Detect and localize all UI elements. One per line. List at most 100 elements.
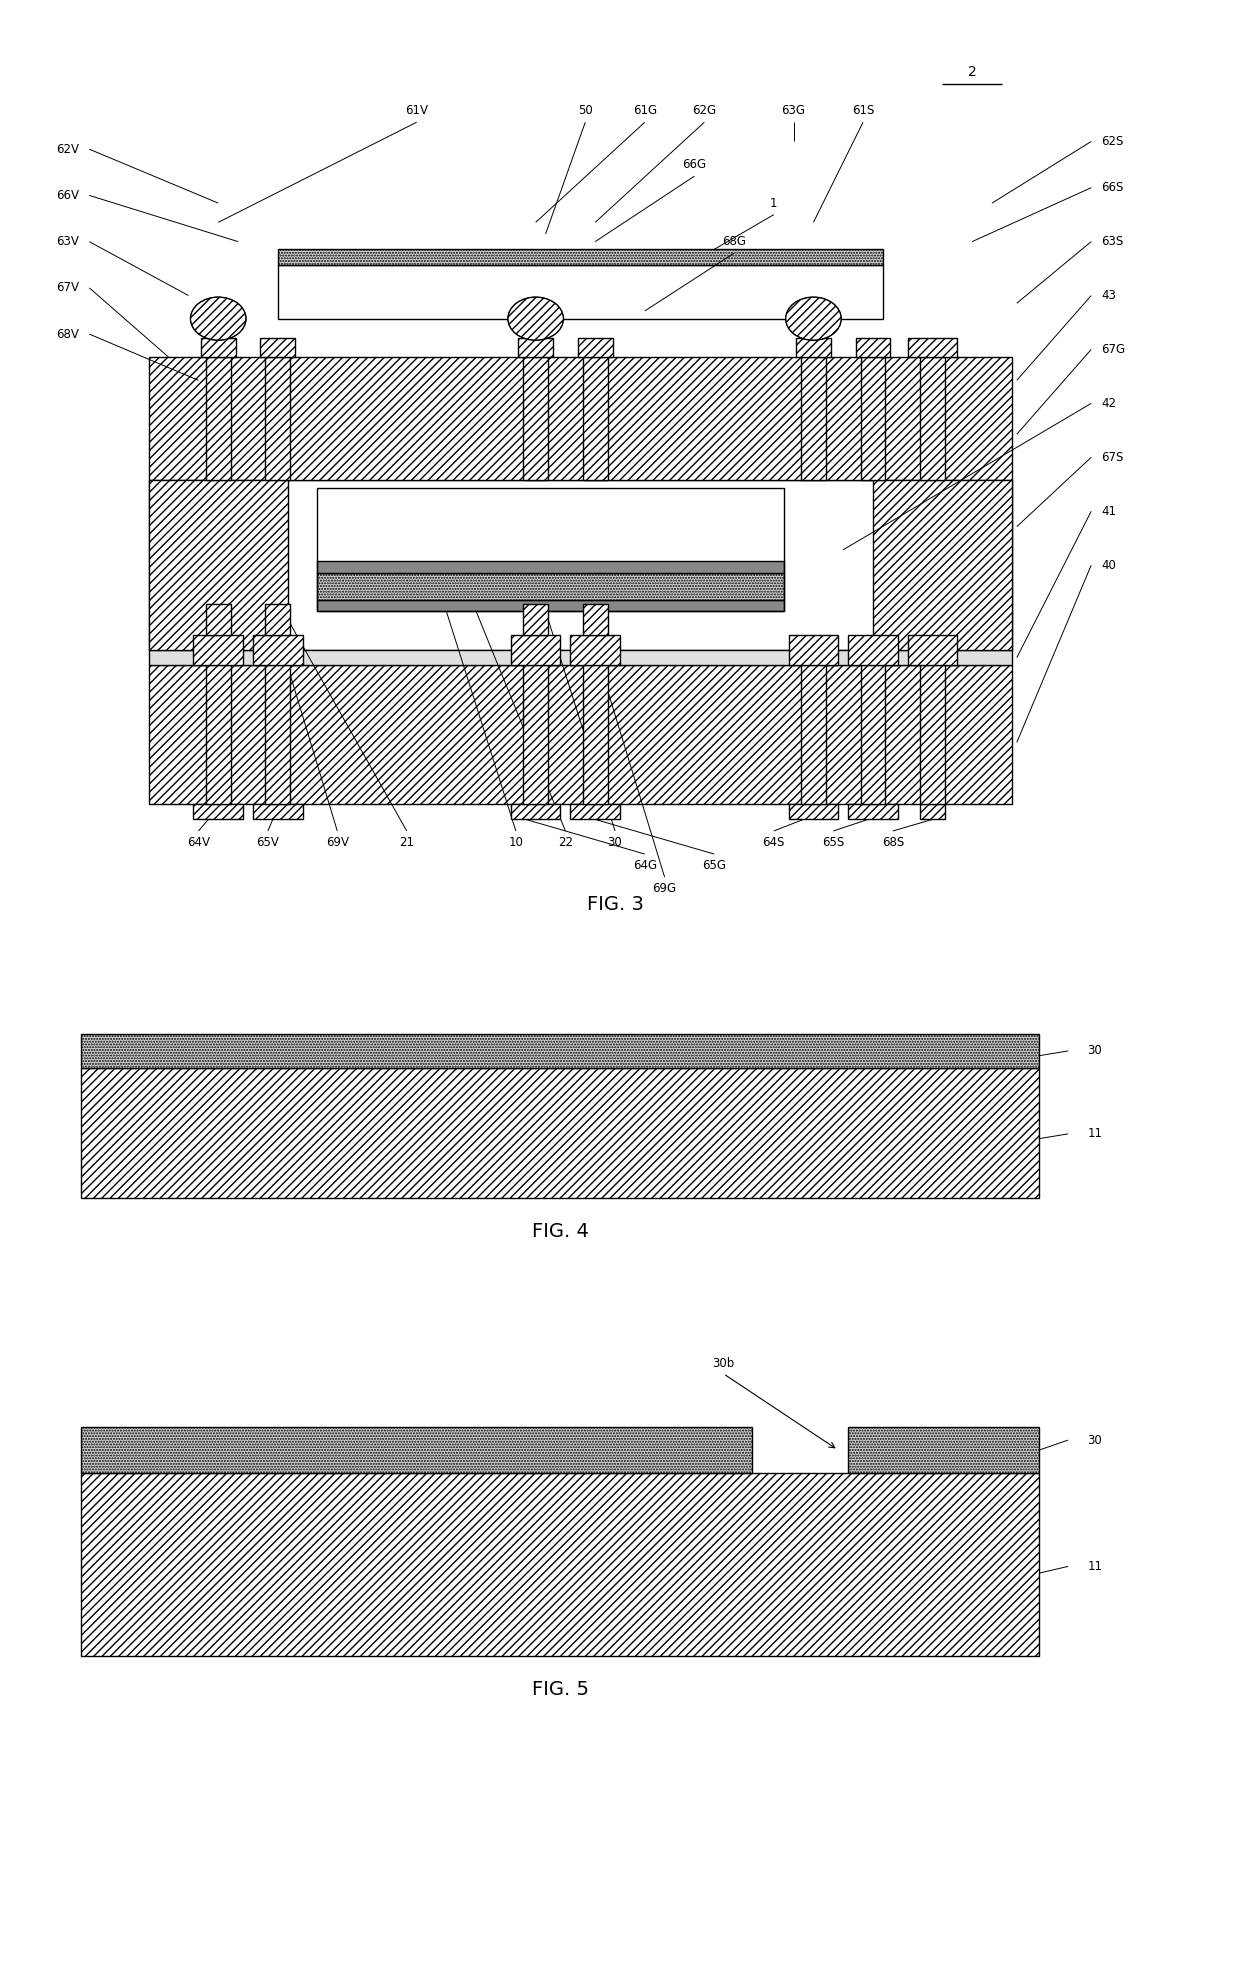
Bar [149, 649, 1012, 665]
Bar [583, 604, 608, 635]
Bar [856, 337, 890, 357]
Bar [149, 665, 1012, 804]
Bar [511, 635, 560, 665]
Text: 69G: 69G [652, 882, 677, 896]
Text: 30b: 30b [712, 1357, 734, 1371]
Bar [861, 357, 885, 480]
Bar [265, 665, 290, 804]
Bar [149, 480, 288, 649]
Text: 30: 30 [608, 835, 622, 849]
Bar [260, 337, 295, 357]
Text: 63S: 63S [1101, 235, 1123, 249]
Bar [523, 604, 548, 635]
Text: 65G: 65G [702, 859, 727, 873]
Bar [149, 480, 1012, 649]
Text: 11: 11 [1087, 1128, 1102, 1141]
Bar [265, 357, 290, 480]
Circle shape [508, 296, 563, 339]
Text: 67V: 67V [56, 280, 79, 294]
Bar [801, 665, 826, 804]
Text: 11: 11 [1087, 1559, 1102, 1573]
Bar [278, 249, 883, 265]
Bar [789, 804, 838, 820]
Bar [206, 357, 231, 480]
Bar [81, 1067, 1039, 1198]
Bar [570, 804, 620, 820]
Bar [317, 600, 784, 612]
Text: FIG. 3: FIG. 3 [587, 894, 644, 914]
Text: 62S: 62S [1101, 135, 1123, 147]
Bar [848, 1428, 1039, 1473]
Bar [265, 604, 290, 635]
Bar [149, 357, 1012, 480]
Text: 67G: 67G [1101, 343, 1125, 357]
Bar [518, 337, 553, 357]
Text: 1: 1 [770, 196, 777, 210]
Text: 43: 43 [1101, 288, 1116, 302]
Text: 61G: 61G [632, 104, 657, 118]
Bar [570, 635, 620, 665]
Text: 50: 50 [578, 104, 593, 118]
Text: 21: 21 [399, 835, 414, 849]
Bar [920, 665, 945, 804]
Circle shape [191, 296, 246, 339]
Text: 68V: 68V [57, 327, 79, 341]
Bar [848, 635, 898, 665]
Bar [81, 1473, 1039, 1657]
Text: 66S: 66S [1101, 180, 1123, 194]
Bar [578, 337, 613, 357]
Bar [317, 561, 784, 573]
Bar [81, 1033, 1039, 1067]
Text: 63G: 63G [781, 104, 806, 118]
Bar [278, 265, 883, 318]
Text: FIG. 5: FIG. 5 [532, 1681, 589, 1698]
Text: 66G: 66G [682, 159, 707, 171]
Text: 64V: 64V [187, 835, 210, 849]
Bar [801, 357, 826, 480]
Text: 2: 2 [967, 65, 977, 78]
Bar [81, 1428, 751, 1473]
Text: 61V: 61V [405, 104, 428, 118]
Text: 65V: 65V [257, 835, 279, 849]
Text: 64S: 64S [763, 835, 785, 849]
Text: 69V: 69V [326, 835, 348, 849]
Bar [848, 804, 898, 820]
Bar [908, 635, 957, 665]
Text: 66V: 66V [56, 188, 79, 202]
Bar [193, 804, 243, 820]
Bar [523, 357, 548, 480]
Bar [206, 665, 231, 804]
Text: 68G: 68G [722, 235, 746, 249]
Text: 40: 40 [1101, 559, 1116, 573]
Text: 30: 30 [1087, 1045, 1102, 1057]
Text: 64G: 64G [632, 859, 657, 873]
Bar [253, 804, 303, 820]
Bar [511, 804, 560, 820]
Text: 63V: 63V [57, 235, 79, 249]
Bar [206, 604, 231, 635]
Bar [583, 665, 608, 804]
Bar [908, 337, 957, 357]
Bar [920, 804, 945, 820]
Text: FIG. 4: FIG. 4 [532, 1222, 589, 1241]
Text: 62G: 62G [692, 104, 717, 118]
Text: 61S: 61S [852, 104, 874, 118]
Bar [201, 337, 236, 357]
Bar [583, 357, 608, 480]
Bar [873, 480, 1012, 649]
Bar [789, 635, 838, 665]
Text: 10: 10 [508, 835, 523, 849]
Bar [523, 665, 548, 804]
Bar [861, 665, 885, 804]
Bar [253, 635, 303, 665]
Bar [317, 573, 784, 600]
Text: 41: 41 [1101, 504, 1116, 518]
Bar [920, 357, 945, 480]
Text: 62V: 62V [56, 143, 79, 155]
Text: 42: 42 [1101, 396, 1116, 410]
Text: 30: 30 [1087, 1433, 1102, 1447]
Circle shape [786, 296, 841, 339]
Bar [796, 337, 831, 357]
Text: 22: 22 [558, 835, 573, 849]
Text: 67S: 67S [1101, 451, 1123, 465]
